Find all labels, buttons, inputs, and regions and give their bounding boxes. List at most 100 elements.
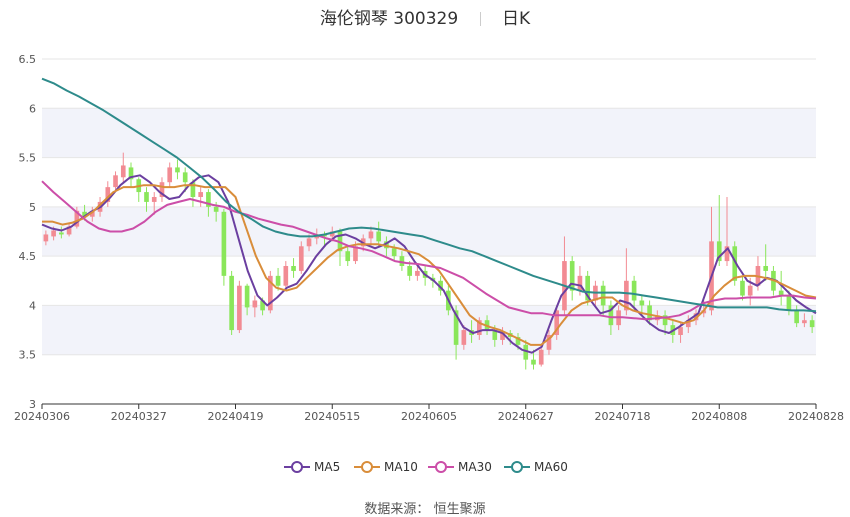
candle-body xyxy=(391,248,397,257)
candle-body xyxy=(461,330,467,345)
legend-label: MA10 xyxy=(384,460,418,474)
title-separator xyxy=(479,12,481,26)
candle-body xyxy=(577,275,583,291)
ma-line-ma30 xyxy=(41,180,817,321)
candle-body xyxy=(678,327,683,335)
plot-bands xyxy=(42,108,816,355)
plot-band xyxy=(42,206,816,257)
candle-body xyxy=(51,230,56,237)
candle-body xyxy=(159,182,165,197)
candle-body xyxy=(353,246,358,262)
candle-body xyxy=(531,359,536,365)
candle-body xyxy=(608,305,614,326)
x-tick-label: 20240419 xyxy=(208,410,264,423)
candle-body xyxy=(113,175,118,188)
x-tick-label: 20240306 xyxy=(14,410,70,423)
candle-body xyxy=(685,320,691,328)
candle-body xyxy=(167,167,173,183)
candle-body xyxy=(105,187,111,202)
candle-body xyxy=(631,280,637,301)
x-tick-label: 20240828 xyxy=(788,410,844,423)
candle-body xyxy=(66,226,72,235)
x-tick-label: 20240718 xyxy=(595,410,651,423)
stock-code: 300329 xyxy=(393,9,459,29)
data-source: 数据来源： 恒生聚源 xyxy=(0,498,850,517)
candle-body xyxy=(120,165,126,178)
legend: MA5 MA10 MA30 MA60 xyxy=(284,460,568,474)
stock-name: 海伦钢琴 xyxy=(319,9,388,29)
candle-body xyxy=(229,275,234,331)
candle-body xyxy=(221,211,227,276)
candle-body xyxy=(329,231,335,237)
legend-marker xyxy=(291,461,303,473)
candle-body xyxy=(252,300,258,308)
candle-body xyxy=(144,192,149,202)
legend-marker xyxy=(435,461,447,473)
legend-label: MA30 xyxy=(458,460,492,474)
y-tick-label: 3.5 xyxy=(19,349,37,362)
candle-body xyxy=(600,285,606,306)
candle-body xyxy=(376,231,382,242)
y-tick-label: 5 xyxy=(29,201,36,214)
candlestick-chart: 3 3.5 4 4.5 5 5.5 6 6.5 20240306 20240327 2024041… xyxy=(14,53,844,474)
candle-body xyxy=(492,330,498,340)
candle-body xyxy=(198,192,203,197)
candle-body xyxy=(538,349,544,365)
period-label: 日K xyxy=(501,9,531,29)
candle-body xyxy=(182,172,188,183)
candle-body xyxy=(624,280,629,311)
candle-body xyxy=(291,266,296,271)
legend-label: MA5 xyxy=(314,460,340,474)
candle-body xyxy=(59,232,64,235)
legend-label: MA60 xyxy=(534,460,568,474)
candle-body xyxy=(639,300,645,306)
legend-marker xyxy=(511,461,523,473)
candle-body xyxy=(802,320,807,324)
y-tick-label: 4 xyxy=(29,299,36,312)
candle-body xyxy=(794,310,799,324)
moving-averages xyxy=(41,77,817,354)
x-tick-label: 20240627 xyxy=(498,410,554,423)
x-tick-label: 20240515 xyxy=(304,410,360,423)
y-axis: 3 3.5 4 4.5 5 5.5 6 6.5 xyxy=(19,53,37,411)
candle-body xyxy=(747,285,753,296)
chart-title: 海伦钢琴 300329 日K xyxy=(0,4,850,29)
candle-body xyxy=(415,270,420,276)
candle-body xyxy=(190,182,196,197)
candle-body xyxy=(298,246,304,271)
candle-body xyxy=(716,241,722,262)
candle-body xyxy=(151,197,157,202)
candle-body xyxy=(368,231,374,239)
candle-body xyxy=(476,320,482,335)
candle-body xyxy=(740,280,745,296)
x-tick-label: 20240808 xyxy=(691,410,747,423)
y-tick-label: 5.5 xyxy=(19,152,37,165)
candle-body xyxy=(763,266,769,271)
plot-band xyxy=(42,108,816,158)
candle-body xyxy=(546,335,552,350)
candle-body xyxy=(275,275,281,286)
y-tick-label: 3 xyxy=(29,398,36,411)
candle-body xyxy=(438,280,443,291)
x-axis: 20240306 20240327 20240419 20240515 20240605… xyxy=(14,403,844,423)
candle-body xyxy=(523,344,529,360)
candle-body xyxy=(662,315,668,326)
candle-body xyxy=(213,206,219,212)
candle-body xyxy=(453,310,459,345)
ma-line-ma60 xyxy=(41,77,817,313)
source-label: 数据来源： xyxy=(364,502,430,517)
candle-body xyxy=(206,192,211,207)
candle-body xyxy=(585,275,590,301)
legend-marker xyxy=(361,461,373,473)
candle-body xyxy=(74,210,80,227)
candle-body xyxy=(554,310,560,335)
y-tick-label: 6.5 xyxy=(19,53,37,66)
y-tick-label: 4.5 xyxy=(19,250,37,263)
candle-body xyxy=(569,261,575,291)
candle-body xyxy=(399,256,405,266)
candle-body xyxy=(384,241,389,249)
candle-body xyxy=(244,285,250,308)
candle-body xyxy=(500,333,505,340)
candle-body xyxy=(128,167,134,180)
